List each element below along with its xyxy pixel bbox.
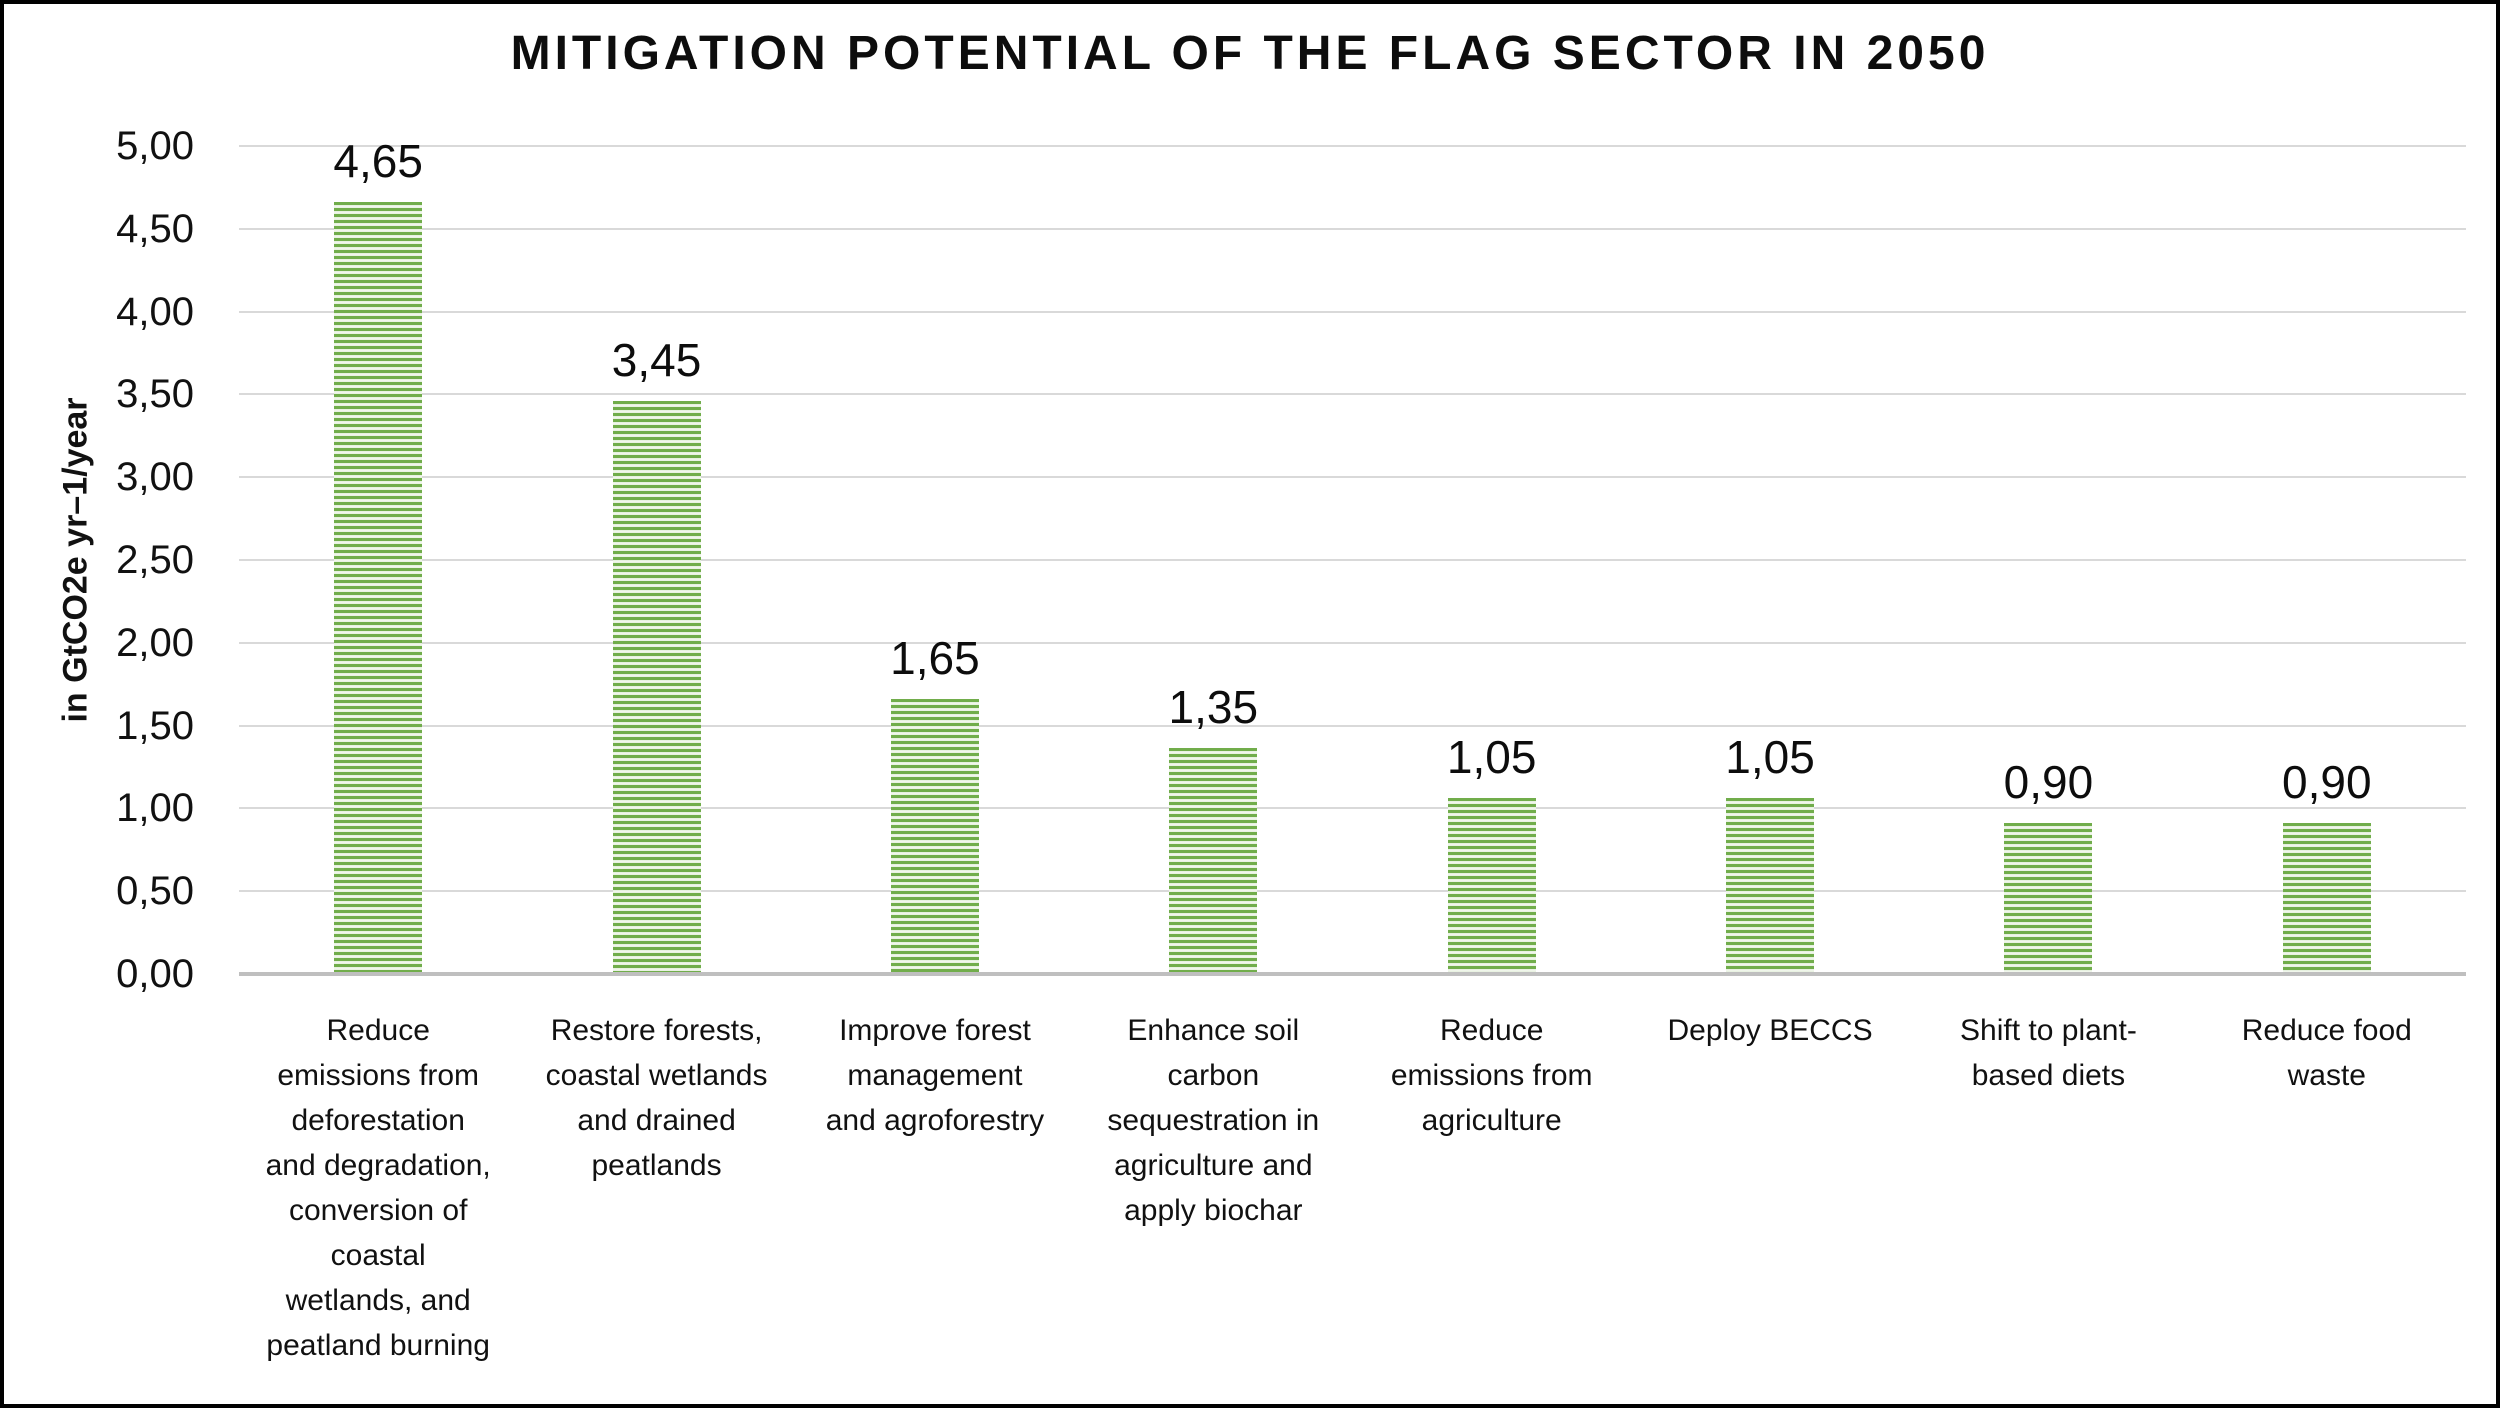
gridline bbox=[239, 145, 2466, 147]
gridline bbox=[239, 476, 2466, 479]
bar bbox=[1169, 748, 1258, 972]
gridline bbox=[239, 641, 2466, 644]
bar-value-label: 0,90 bbox=[2003, 755, 2094, 808]
category-label: Restore forests, coastal wetlands and dr… bbox=[545, 1014, 768, 1182]
y-tick-label: 2,00 bbox=[116, 620, 194, 665]
y-tick-label: 4,00 bbox=[116, 289, 194, 334]
category-label: Reduce emissions from agriculture bbox=[1390, 1014, 1593, 1137]
y-tick-label: 5,00 bbox=[116, 124, 194, 168]
bar-value-label: 1,05 bbox=[1446, 731, 1537, 784]
bar bbox=[2282, 822, 2371, 972]
gridline bbox=[239, 807, 2466, 810]
bar bbox=[612, 400, 701, 972]
category-label: Reduce food waste bbox=[2241, 1014, 2412, 1092]
bar bbox=[890, 698, 979, 972]
x-axis-baseline bbox=[239, 972, 2466, 976]
gridline bbox=[239, 890, 2466, 893]
category-label: Enhance soil carbon sequestration in agr… bbox=[1107, 1014, 1320, 1227]
bar-value-label: 0,90 bbox=[2282, 755, 2372, 808]
y-tick-label: 1,00 bbox=[116, 786, 194, 831]
bar-value-label: 1,05 bbox=[1725, 731, 1815, 784]
y-tick-label: 3,00 bbox=[116, 455, 194, 500]
bar bbox=[334, 201, 423, 972]
y-tick-label: 3,50 bbox=[116, 372, 194, 417]
bar-value-label: 1,35 bbox=[1168, 681, 1259, 734]
gridline bbox=[239, 393, 2466, 396]
gridline bbox=[239, 559, 2466, 561]
gridline bbox=[239, 227, 2466, 230]
y-tick-label: 1,50 bbox=[116, 703, 194, 748]
bar bbox=[2004, 822, 2093, 972]
category-label: Deploy BECCS bbox=[1667, 1014, 1873, 1047]
bar bbox=[1726, 798, 1815, 972]
gridline bbox=[239, 724, 2466, 727]
category-label: Shift to plant- based diets bbox=[1960, 1014, 2137, 1092]
plot-area: 4,65 3,45 1,65 1,35 1,05 1,05 0,90 0,90 bbox=[239, 135, 2466, 976]
y-tick-label: 0,00 bbox=[116, 952, 194, 996]
category-label: Reduce emissions from deforestation and … bbox=[265, 1014, 491, 1362]
y-tick-label: 2,50 bbox=[116, 538, 194, 582]
bar bbox=[1447, 798, 1536, 972]
chart-title: MITIGATION POTENTIAL OF THE FLAG SECTOR … bbox=[510, 27, 1990, 80]
y-tick-label: 4,50 bbox=[116, 206, 194, 251]
gridline bbox=[239, 310, 2466, 313]
bar-value-label: 1,65 bbox=[890, 631, 980, 684]
bar-value-label: 4,65 bbox=[333, 134, 423, 187]
y-tick-label: 0,50 bbox=[116, 869, 194, 914]
bar-value-label: 3,45 bbox=[611, 333, 702, 386]
category-label: Improve forest management and agroforest… bbox=[825, 1014, 1045, 1137]
